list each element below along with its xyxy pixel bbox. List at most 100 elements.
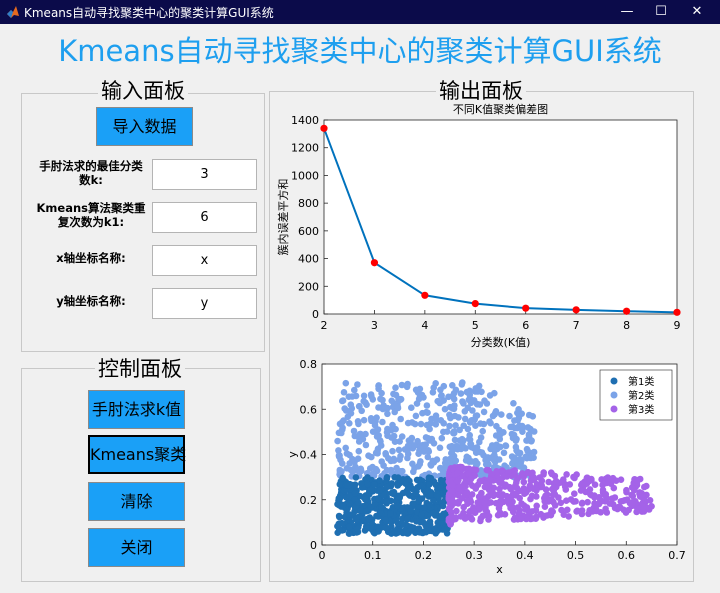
scatter-point-cluster-2 xyxy=(413,400,421,407)
scatter-point-cluster-2 xyxy=(512,437,520,444)
best-k-field[interactable]: 3 xyxy=(152,159,257,190)
scatter-point-cluster-2 xyxy=(360,416,368,424)
scatter-point-cluster-2 xyxy=(335,447,342,454)
scatter-point-cluster-2 xyxy=(446,422,453,430)
scatter-point-cluster-2 xyxy=(443,428,451,435)
scatter-point-cluster-2 xyxy=(395,446,403,454)
scatter-point-cluster-1 xyxy=(382,498,390,505)
scatter-point-cluster-1 xyxy=(352,474,360,481)
scatter-point-cluster-3 xyxy=(563,471,570,478)
kmeans-cluster-button[interactable]: Kmeans聚类 xyxy=(88,435,186,474)
scatter-point-cluster-1 xyxy=(407,508,414,515)
scatter-point-cluster-1 xyxy=(437,484,444,491)
scatter-point-cluster-1 xyxy=(420,504,428,511)
repeat-count-field[interactable]: 6 xyxy=(152,202,257,233)
scatter-point-cluster-1 xyxy=(363,507,370,515)
scatter-point-cluster-1 xyxy=(355,499,362,506)
scatter-point-cluster-3 xyxy=(633,508,640,516)
scatter-point-cluster-2 xyxy=(398,433,406,440)
scatter-y-tick-label: 0.4 xyxy=(300,449,318,462)
elbow-k-button[interactable]: 手肘法求k值 xyxy=(88,390,185,429)
scatter-point-cluster-3 xyxy=(578,507,586,514)
elbow-series-line xyxy=(323,127,678,314)
elbow-chart-title: 不同K值聚类偏差图 xyxy=(453,102,548,116)
scatter-point-cluster-3 xyxy=(498,467,506,474)
scatter-point-cluster-2 xyxy=(497,430,504,438)
x-axis-name-field[interactable]: x xyxy=(152,245,257,276)
scatter-point-cluster-2 xyxy=(415,463,422,470)
scatter-point-cluster-2 xyxy=(384,410,391,418)
close-icon[interactable]: ✕ xyxy=(691,4,703,19)
close-button[interactable]: 关闭 xyxy=(88,528,185,567)
scatter-point-cluster-1 xyxy=(351,490,359,497)
scatter-x-tick-label: 0.3 xyxy=(465,549,483,562)
scatter-point-cluster-2 xyxy=(479,427,486,435)
scatter-point-cluster-3 xyxy=(512,490,520,498)
scatter-point-cluster-1 xyxy=(365,515,372,523)
scatter-point-cluster-3 xyxy=(578,481,585,489)
scatter-point-cluster-2 xyxy=(399,467,406,475)
scatter-point-cluster-2 xyxy=(450,390,458,397)
scatter-point-cluster-2 xyxy=(351,386,358,394)
scatter-point-cluster-2 xyxy=(530,448,538,456)
scatter-point-cluster-2 xyxy=(474,460,481,467)
scatter-point-cluster-3 xyxy=(459,472,466,480)
scatter-point-cluster-1 xyxy=(426,481,433,488)
scatter-point-cluster-1 xyxy=(413,518,420,525)
scatter-y-axis-label: y xyxy=(286,451,299,458)
scatter-point-cluster-3 xyxy=(455,498,463,505)
scatter-point-cluster-1 xyxy=(415,525,423,532)
scatter-point-cluster-1 xyxy=(383,483,391,491)
scatter-point-cluster-2 xyxy=(334,437,341,445)
y-axis-name-field[interactable]: y xyxy=(152,288,257,319)
scatter-point-cluster-1 xyxy=(426,476,433,483)
scatter-point-cluster-2 xyxy=(362,441,370,449)
scatter-point-cluster-3 xyxy=(629,492,637,500)
minimize-icon[interactable]: — xyxy=(620,4,634,19)
scatter-point-cluster-2 xyxy=(452,457,460,464)
scatter-point-cluster-3 xyxy=(646,497,654,504)
scatter-x-tick-label: 0.2 xyxy=(415,549,433,562)
scatter-point-cluster-3 xyxy=(493,468,500,475)
scatter-point-cluster-2 xyxy=(440,382,448,390)
scatter-point-cluster-2 xyxy=(530,428,538,435)
scatter-point-cluster-3 xyxy=(514,504,522,511)
scatter-point-cluster-2 xyxy=(458,381,466,388)
scatter-point-cluster-2 xyxy=(510,456,518,464)
scatter-point-cluster-2 xyxy=(375,385,382,393)
scatter-point-cluster-2 xyxy=(391,408,398,416)
scatter-point-cluster-2 xyxy=(369,396,377,403)
clear-button[interactable]: 清除 xyxy=(88,482,185,521)
scatter-point-cluster-3 xyxy=(446,506,453,513)
scatter-point-cluster-2 xyxy=(506,412,513,420)
scatter-point-cluster-3 xyxy=(606,500,614,507)
scatter-point-cluster-2 xyxy=(450,405,458,413)
maximize-icon[interactable]: ☐ xyxy=(655,4,667,19)
scatter-point-cluster-3 xyxy=(541,512,548,520)
scatter-point-cluster-2 xyxy=(374,447,381,455)
scatter-point-cluster-2 xyxy=(417,420,425,428)
scatter-point-cluster-3 xyxy=(571,490,578,497)
scatter-y-tick-label: 0 xyxy=(310,539,317,552)
import-data-button[interactable]: 导入数据 xyxy=(96,107,193,146)
scatter-point-cluster-3 xyxy=(463,497,471,505)
scatter-point-cluster-2 xyxy=(481,397,488,404)
scatter-point-cluster-2 xyxy=(450,429,458,437)
elbow-x-tick-label: 8 xyxy=(623,319,630,332)
scatter-point-cluster-2 xyxy=(460,400,467,407)
scatter-point-cluster-2 xyxy=(348,393,356,400)
scatter-point-cluster-2 xyxy=(385,455,392,462)
scatter-point-cluster-1 xyxy=(358,480,365,487)
scatter-point-cluster-2 xyxy=(393,464,400,472)
scatter-point-cluster-3 xyxy=(597,509,604,516)
scatter-x-axis-label: x xyxy=(496,563,503,576)
scatter-point-cluster-2 xyxy=(369,463,376,471)
scatter-point-cluster-3 xyxy=(540,469,547,476)
scatter-point-cluster-3 xyxy=(542,492,549,500)
scatter-point-cluster-2 xyxy=(388,397,395,405)
best-k-label: 手肘法求的最佳分类 数k: xyxy=(39,159,143,187)
scatter-x-tick-label: 0.1 xyxy=(364,549,382,562)
scatter-point-cluster-3 xyxy=(538,482,545,489)
scatter-point-cluster-2 xyxy=(525,431,533,438)
